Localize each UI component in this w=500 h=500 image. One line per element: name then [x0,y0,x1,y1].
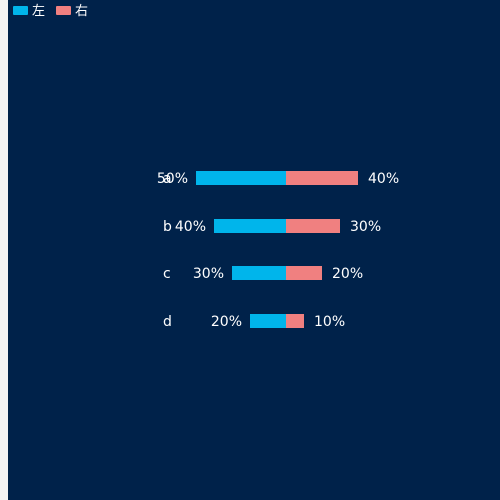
category-label-d: d [163,314,172,330]
chart-canvas: 左右 a 50% 40% b 40% 30% c 30% 20% d 20% 10% [8,0,500,500]
bar-left-a[interactable] [196,171,286,185]
category-label-b: b [163,219,172,235]
bar-row-c: c 30% 20% [163,266,363,282]
bar-right-a[interactable] [286,171,358,185]
category-label-c: c [163,266,171,282]
chart-svg: 左右 a50% 40%b 40% 30%c 30% 20%d 20% 10% [8,0,500,500]
value-label-left-b: 40% [175,219,206,235]
bar-right-d[interactable] [286,314,304,328]
legend-label-left: 左 [32,4,45,19]
bar-row-a: a50% 40% [157,171,399,187]
value-label-left-d: 20% [211,314,242,330]
legend-swatch-right [56,6,71,15]
value-label-left-a: 50% [157,171,188,187]
value-label-right-c: 20% [332,266,363,282]
legend-item-left[interactable]: 左 [13,4,45,19]
bar-left-d[interactable] [250,314,286,328]
plot-area: a50% 40%b 40% 30%c 30% 20%d 20% 10% [157,171,399,330]
value-label-left-c: 30% [193,266,224,282]
value-label-right-d: 10% [314,314,345,330]
category-label-a: a [163,171,172,187]
legend-item-right[interactable]: 右 [56,4,88,19]
bar-left-b[interactable] [214,219,286,233]
legend[interactable]: 左右 [13,4,88,19]
bar-row-d: d 20% 10% [163,314,345,330]
bar-right-c[interactable] [286,266,322,280]
bar-left-c[interactable] [232,266,286,280]
value-label-right-a: 40% [368,171,399,187]
legend-label-right: 右 [75,4,88,19]
chart-background [8,0,500,500]
bar-row-b: b 40% 30% [163,219,381,235]
legend-swatch-left [13,6,28,15]
value-label-right-b: 30% [350,219,381,235]
bar-right-b[interactable] [286,219,340,233]
